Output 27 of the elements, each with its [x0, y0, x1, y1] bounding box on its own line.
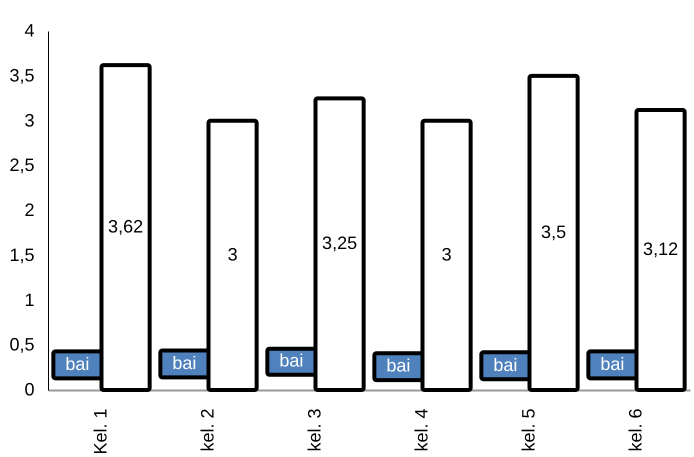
y-tick-label: 3,5: [9, 65, 34, 86]
y-tick-label: 1,5: [9, 244, 34, 265]
x-tick-label: kel. 5: [518, 408, 538, 452]
data-label: 3,25: [322, 233, 358, 254]
data-label: 3,12: [643, 238, 678, 259]
data-label: 3: [228, 244, 238, 264]
y-tick-label: 4: [24, 20, 34, 40]
data-label: bai: [386, 356, 410, 376]
y-tick-label: 0,5: [9, 334, 34, 355]
y-tick-label: 2: [24, 200, 34, 220]
data-label: bai: [493, 354, 518, 375]
y-tick-label: 1: [24, 290, 34, 310]
x-tick-label: kel. 6: [626, 408, 646, 452]
y-tick-label: 2,5: [9, 155, 34, 176]
y-tick-label: 0: [24, 380, 34, 400]
data-label: bai: [600, 354, 624, 374]
data-label: bai: [279, 350, 304, 371]
x-tick-label: Kel. 1: [90, 408, 110, 455]
data-label: bai: [65, 354, 90, 374]
x-tick-label: kel. 4: [412, 408, 432, 452]
data-label: 3,5: [541, 222, 566, 242]
data-label: bai: [172, 352, 196, 373]
x-tick-label: kel. 3: [304, 408, 324, 452]
y-tick-label: 3: [24, 110, 34, 130]
data-label: 3,62: [108, 216, 144, 237]
x-tick-label: kel. 2: [198, 408, 218, 452]
data-label: 3: [442, 244, 452, 264]
